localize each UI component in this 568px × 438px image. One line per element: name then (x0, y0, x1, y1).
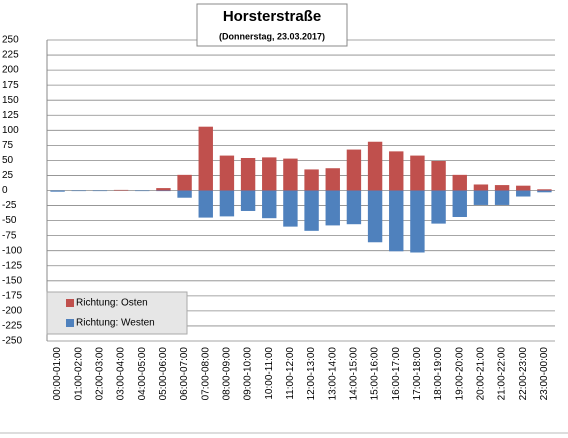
y-tick-label: 225 (2, 50, 19, 61)
x-tick-label: 14:00-15:00 (349, 347, 360, 401)
x-tick-label: 13:00-14:00 (327, 347, 338, 401)
legend-label: Richtung: Westen (76, 318, 155, 329)
y-tick-label: 75 (2, 140, 14, 151)
x-tick-label: 01:00-02:00 (73, 347, 84, 401)
bar (325, 168, 340, 191)
bar (198, 126, 213, 191)
bar (219, 155, 235, 191)
bar (431, 161, 446, 191)
y-tick-label: -100 (2, 245, 22, 256)
bar (113, 189, 129, 191)
y-tick-label: 0 (2, 185, 8, 196)
x-tick-label: 17:00-18:00 (412, 347, 423, 401)
bar (431, 190, 446, 224)
x-tick-label: 03:00-04:00 (116, 347, 127, 401)
y-tick-label: 150 (2, 95, 19, 106)
y-tick-label: -75 (2, 230, 17, 241)
bar (325, 190, 340, 226)
x-tick-label: 16:00-17:00 (391, 347, 402, 401)
legend-label: Richtung: Osten (76, 298, 148, 309)
y-tick-label: -200 (2, 306, 22, 317)
bar (177, 174, 192, 191)
bar (240, 157, 256, 191)
x-tick-label: 19:00-20:00 (454, 347, 465, 401)
bar (346, 149, 362, 191)
x-tick-label: 20:00-21:00 (476, 347, 487, 401)
bar (452, 174, 467, 191)
bar (283, 190, 298, 227)
x-tick-label: 18:00-19:00 (433, 347, 444, 401)
x-tick-label: 10:00-11:00 (264, 347, 275, 400)
plot-area: -250-225-200-175-150-125-100-75-50-25025… (2, 35, 555, 401)
bar (516, 190, 531, 197)
bar (177, 190, 192, 198)
bar (156, 188, 171, 191)
bar (71, 190, 86, 192)
x-tick-label: 00:00-01:00 (52, 347, 63, 401)
x-tick-label: 23:00-00:00 (539, 347, 550, 401)
x-tick-label: 08:00-09:00 (222, 347, 233, 401)
chart-subtitle: (Donnerstag, 23.03.2017) (219, 31, 325, 41)
bar (346, 190, 362, 225)
bar (367, 141, 383, 191)
x-tick-label: 05:00-06:00 (158, 347, 169, 401)
x-tick-label: 02:00-03:00 (95, 347, 106, 401)
bar (156, 190, 171, 192)
y-tick-label: -125 (2, 260, 22, 271)
y-tick-label: -50 (2, 215, 17, 226)
y-tick-label: 100 (2, 125, 19, 136)
chart-title: Horsterstraße (223, 8, 321, 25)
bar (198, 190, 213, 218)
y-tick-label: -150 (2, 275, 22, 286)
legend-swatch (66, 299, 74, 307)
bar (452, 190, 467, 217)
y-tick-label: -225 (2, 321, 22, 332)
y-tick-label: 200 (2, 65, 19, 76)
bar (283, 158, 298, 191)
bar (262, 157, 277, 191)
bar (135, 190, 150, 192)
x-tick-label: 04:00-05:00 (137, 347, 148, 401)
x-tick-label: 06:00-07:00 (179, 347, 190, 401)
bar (389, 151, 404, 191)
bar (473, 190, 489, 205)
bar (410, 155, 425, 191)
bar (389, 190, 404, 252)
bar (219, 190, 235, 217)
bar (367, 190, 383, 243)
bar (240, 190, 256, 211)
bar (516, 185, 531, 191)
y-tick-label: 25 (2, 170, 14, 181)
title-box (196, 3, 348, 47)
bar (262, 190, 277, 219)
legend: Richtung: Osten Richtung: Westen (46, 291, 188, 335)
x-tick-label: 09:00-10:00 (243, 347, 254, 401)
y-tick-label: 125 (2, 110, 19, 121)
y-tick-label: 175 (2, 80, 19, 91)
bar (50, 190, 65, 192)
x-tick-label: 11:00-12:00 (285, 347, 296, 400)
bar (473, 184, 489, 191)
y-tick-label: 50 (2, 155, 14, 166)
x-tick-label: 12:00-13:00 (306, 347, 317, 401)
x-tick-label: 21:00-22:00 (497, 347, 508, 401)
legend-swatch (66, 319, 74, 327)
bar (92, 190, 108, 192)
y-tick-label: 250 (2, 35, 19, 46)
y-tick-label: -250 (2, 336, 22, 347)
x-tick-label: 15:00-16:00 (370, 347, 381, 401)
bar (304, 190, 319, 231)
y-tick-label: -25 (2, 200, 17, 211)
bar (494, 185, 510, 191)
bar (410, 190, 425, 253)
bar (304, 169, 319, 191)
bar (537, 189, 552, 191)
bar (537, 190, 552, 193)
y-tick-label: -175 (2, 290, 22, 301)
bar (494, 190, 510, 205)
x-tick-label: 22:00-23:00 (518, 347, 529, 401)
x-tick-label: 07:00-08:00 (200, 347, 211, 401)
